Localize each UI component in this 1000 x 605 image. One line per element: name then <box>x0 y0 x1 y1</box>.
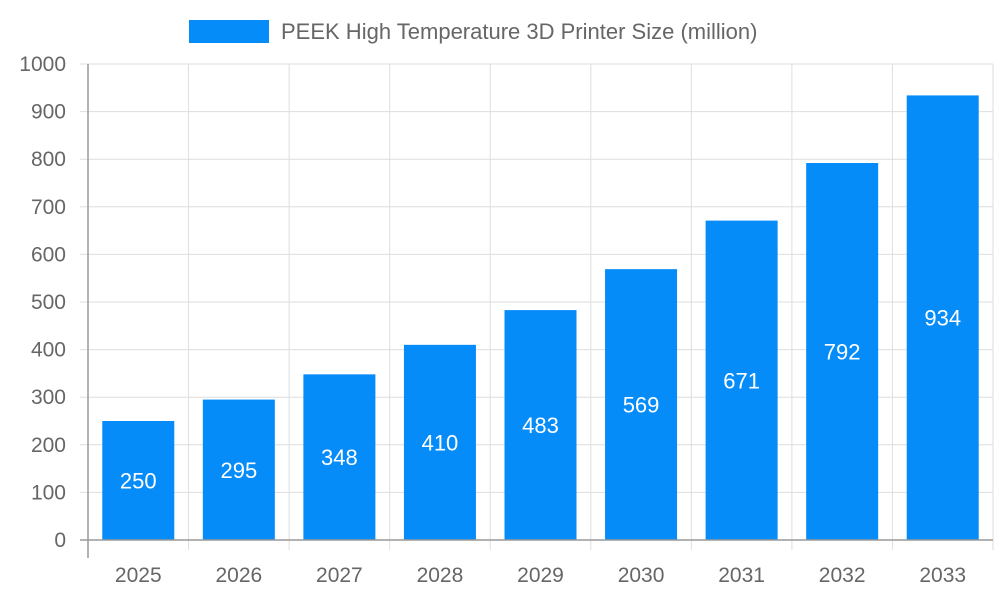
x-tick-label: 2030 <box>618 564 665 587</box>
data-label: 410 <box>422 430 459 455</box>
y-tick-label: 700 <box>31 196 66 219</box>
y-tick-label: 0 <box>54 529 66 552</box>
y-tick-label: 900 <box>31 101 66 124</box>
bar <box>705 220 778 540</box>
bar <box>403 344 476 540</box>
x-tick-label: 2028 <box>417 564 464 587</box>
x-tick-label: 2033 <box>919 564 966 587</box>
bar <box>504 310 577 540</box>
data-label: 295 <box>220 458 257 483</box>
data-label: 250 <box>120 469 157 494</box>
bar <box>202 399 275 540</box>
bar <box>906 95 979 540</box>
y-tick-label: 800 <box>31 148 66 171</box>
legend[interactable]: PEEK High Temperature 3D Printer Size (m… <box>189 19 757 44</box>
x-tick-label: 2031 <box>718 564 765 587</box>
x-tick-label: 2027 <box>316 564 363 587</box>
x-tick-label: 2029 <box>517 564 564 587</box>
y-tick-label: 1000 <box>19 53 66 76</box>
bar <box>102 421 175 540</box>
bar <box>806 163 879 540</box>
bar <box>303 374 376 540</box>
x-tick-label: 2032 <box>819 564 866 587</box>
y-tick-label: 200 <box>31 434 66 457</box>
bar <box>605 269 678 540</box>
legend-swatch <box>189 20 269 43</box>
data-label: 934 <box>924 306 961 331</box>
axes: 0 100 200 300 400 500 600 700 800 900 1000 2025 2026… <box>19 53 993 587</box>
data-label: 671 <box>723 368 760 393</box>
x-tick-label: 2025 <box>115 564 162 587</box>
y-tick-label: 100 <box>31 481 66 504</box>
legend-label: PEEK High Temperature 3D Printer Size (m… <box>281 19 757 44</box>
data-label: 569 <box>623 393 660 418</box>
y-tick-label: 300 <box>31 386 66 409</box>
y-tick-label: 400 <box>31 339 66 362</box>
bars: 250 295 348 410 483 569 671 792 934 <box>102 95 979 540</box>
data-label: 483 <box>522 413 559 438</box>
x-tick-label: 2026 <box>215 564 262 587</box>
data-label: 792 <box>824 340 861 365</box>
y-tick-label: 500 <box>31 291 66 314</box>
data-label: 348 <box>321 445 358 470</box>
y-tick-label: 600 <box>31 243 66 266</box>
